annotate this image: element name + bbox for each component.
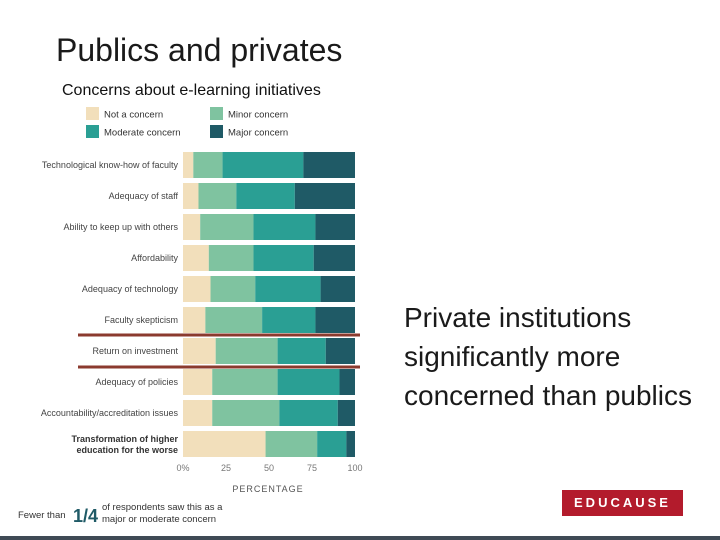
bar-technological-know-how-of-faculty-moderate-concern [222,152,304,178]
x-tick-75: 75 [307,463,317,473]
bar-adequacy-of-staff-moderate-concern [236,183,295,209]
bar-affordability-moderate-concern [253,245,314,271]
bar-adequacy-of-technology-major-concern [320,276,355,302]
bar-accountability-accreditation-issues-major-concern [337,400,355,426]
legend-swatch-not-a-concern [86,107,99,120]
bar-ability-to-keep-up-with-others-major-concern [315,214,355,240]
bar-accountability-accreditation-issues-moderate-concern [279,400,338,426]
bar-adequacy-of-technology-minor-concern [210,276,256,302]
bar-technological-know-how-of-faculty-not-a-concern [183,152,194,178]
x-tick-0: 0% [176,463,189,473]
bar-adequacy-of-policies-major-concern [339,369,355,395]
bar-transformation-of-higher-education-for-the-worse-major-concern [346,431,355,457]
slide-title: Publics and privates [56,32,343,68]
category-label-transformation-of-higher-education-for-the-worse-line1: Transformation of higher [71,434,178,444]
stacked-bar-chart: Not a concern Minor concern Moderate conce… [18,107,363,526]
legend-swatch-moderate-concern [86,125,99,138]
bar-accountability-accreditation-issues-minor-concern [212,400,280,426]
bar-faculty-skepticism-moderate-concern [262,307,316,333]
category-label-adequacy-of-staff: Adequacy of staff [109,191,179,201]
bar-faculty-skepticism-not-a-concern [183,307,206,333]
category-label-transformation-of-higher-education-for-the-worse-line2: education for the worse [76,445,178,455]
footnote-text-line2: major or moderate concern [102,514,216,525]
bar-adequacy-of-staff-major-concern [294,183,355,209]
bar-adequacy-of-technology-moderate-concern [255,276,321,302]
bar-adequacy-of-policies-not-a-concern [183,369,213,395]
bar-technological-know-how-of-faculty-major-concern [303,152,355,178]
category-label-technological-know-how-of-faculty: Technological know-how of faculty [42,160,179,170]
bar-technological-know-how-of-faculty-minor-concern [193,152,223,178]
legend-label-moderate-concern: Moderate concern [104,128,181,139]
legend-label-minor-concern: Minor concern [228,110,288,121]
bar-ability-to-keep-up-with-others-minor-concern [200,214,254,240]
footnote-text-line1: of respondents saw this as a [102,502,223,513]
x-tick-50: 50 [264,463,274,473]
bar-adequacy-of-policies-moderate-concern [277,369,340,395]
chart-subtitle: Concerns about e-learning initiatives [62,82,321,99]
bar-transformation-of-higher-education-for-the-worse-moderate-concern [317,431,347,457]
bar-faculty-skepticism-major-concern [315,307,355,333]
bar-adequacy-of-technology-not-a-concern [183,276,211,302]
bar-affordability-not-a-concern [183,245,209,271]
bar-affordability-major-concern [313,245,355,271]
category-label-affordability: Affordability [131,253,178,263]
footnote-fraction: 1/4 [73,506,98,526]
category-label-adequacy-of-policies: Adequacy of policies [95,377,178,387]
category-label-accountability-accreditation-issues: Accountability/accreditation issues [41,408,179,418]
bar-transformation-of-higher-education-for-the-worse-not-a-concern [183,431,266,457]
callout-text: Private institutions significantly more … [404,302,692,411]
legend-swatch-minor-concern [210,107,223,120]
bars [78,152,360,457]
legend-swatch-major-concern [210,125,223,138]
bar-adequacy-of-staff-not-a-concern [183,183,199,209]
category-label-faculty-skepticism: Faculty skepticism [104,315,178,325]
bar-adequacy-of-staff-minor-concern [198,183,237,209]
legend-label-not-a-concern: Not a concern [104,110,163,121]
bar-accountability-accreditation-issues-not-a-concern [183,400,213,426]
bottom-band [0,536,720,540]
chart-legend: Not a concern Minor concern Moderate conce… [86,107,288,139]
bar-return-on-investment-minor-concern [215,338,278,364]
bar-ability-to-keep-up-with-others-not-a-concern [183,214,201,240]
x-tick-25: 25 [221,463,231,473]
x-tick-100: 100 [347,463,362,473]
bar-transformation-of-higher-education-for-the-worse-minor-concern [265,431,318,457]
x-axis-label: PERCENTAGE [232,484,303,494]
bar-faculty-skepticism-minor-concern [205,307,263,333]
x-ticks: 0% 25 50 75 100 [176,463,362,473]
category-label-adequacy-of-technology: Adequacy of technology [82,284,179,294]
bar-affordability-minor-concern [208,245,254,271]
bar-ability-to-keep-up-with-others-moderate-concern [253,214,316,240]
bar-adequacy-of-policies-minor-concern [212,369,278,395]
bar-return-on-investment-major-concern [325,338,355,364]
footnote: Fewer than 1/4 of respondents saw this as … [18,502,223,526]
legend-label-major-concern: Major concern [228,128,288,139]
footnote-prefix: Fewer than [18,510,66,521]
educause-logo: EDUCAUSE [562,490,683,516]
category-label-return-on-investment: Return on investment [92,346,178,356]
bar-return-on-investment-not-a-concern [183,338,216,364]
category-labels: Technological know-how of faculty Adequac… [41,160,179,455]
bar-return-on-investment-moderate-concern [277,338,326,364]
category-label-ability-to-keep-up-with-others: Ability to keep up with others [63,222,178,232]
